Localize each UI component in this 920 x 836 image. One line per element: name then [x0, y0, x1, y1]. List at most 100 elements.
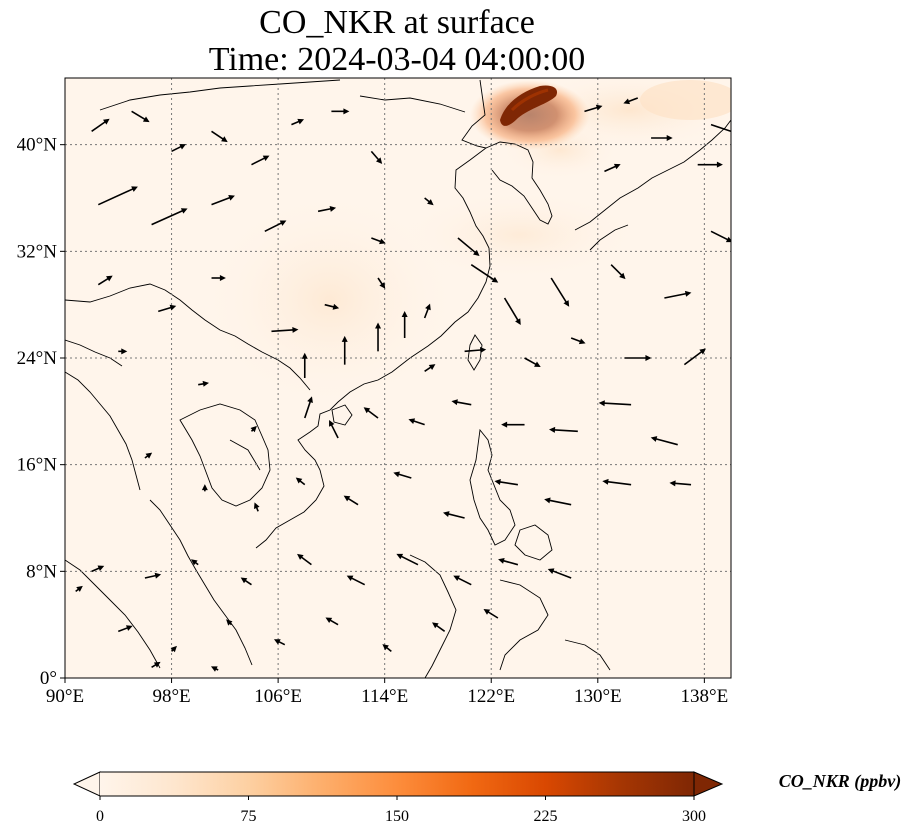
- wind-vector: [250, 425, 257, 433]
- title-line1: CO_NKR at surface: [259, 4, 535, 41]
- wind-vector: [253, 502, 260, 512]
- x-axis-ticks: 90°E 98°E 106°E 114°E 122°E 130°E 138°E: [46, 678, 728, 707]
- wind-vector: [325, 617, 339, 626]
- wind-vector: [211, 130, 228, 143]
- wind-vector: [651, 135, 673, 141]
- wind-vector: [191, 559, 199, 566]
- wind-vector: [443, 511, 465, 519]
- wind-vector: [598, 400, 632, 407]
- wind-vector: [131, 110, 150, 123]
- wind-vector: [371, 237, 386, 245]
- gridlines: [65, 78, 731, 678]
- wind-vector: [524, 357, 541, 367]
- x-tick-label: 106°E: [254, 686, 302, 707]
- wind-vector: [201, 484, 208, 492]
- wind-vector: [610, 264, 626, 280]
- wind-vector: [151, 661, 161, 669]
- wind-vector: [317, 205, 337, 213]
- wind-vector: [432, 622, 446, 632]
- wind-vector: [396, 553, 419, 566]
- wind-vector: [297, 553, 312, 566]
- x-tick-label: 98°E: [152, 686, 190, 707]
- wind-vector: [210, 666, 219, 672]
- wind-vector: [393, 471, 412, 479]
- wind-vector: [408, 418, 425, 426]
- wind-vector: [494, 479, 519, 486]
- co-hotspot-glow: [470, 80, 590, 150]
- wind-vector: [424, 197, 434, 206]
- wind-vector: [550, 277, 570, 307]
- wind-vector: [710, 230, 731, 243]
- wind-vector: [547, 568, 572, 579]
- colorbar-ticks: 0 75 150 225 300: [96, 796, 706, 825]
- y-tick-label: 32°N: [17, 241, 58, 262]
- y-tick-label: 0°: [40, 668, 57, 689]
- wind-vector: [301, 352, 308, 378]
- wind-vector: [211, 275, 226, 281]
- wind-vector: [377, 277, 386, 289]
- wind-vector: [226, 619, 233, 626]
- title-line2: Time: 2024-03-04 04:00:00: [209, 41, 586, 78]
- wind-vector: [211, 195, 235, 206]
- wind-vector: [483, 609, 499, 619]
- wind-vector: [343, 495, 359, 506]
- y-tick-label: 40°N: [17, 135, 58, 156]
- wind-vector: [158, 304, 177, 313]
- colorbar-tick-label: 75: [241, 808, 257, 825]
- wind-vector: [91, 118, 110, 132]
- wind-vector: [697, 161, 723, 168]
- wind-vector: [295, 477, 306, 486]
- wind-vector: [424, 364, 436, 372]
- colorbar: 0 75 150 225 300 CO_NKR (ppbv): [72, 771, 901, 825]
- y-tick-label: 8°N: [26, 561, 57, 582]
- map-panel: 90°E 98°E 106°E 114°E 122°E 130°E 138°E 0° 8°N 1…: [17, 77, 732, 707]
- wind-vector: [117, 625, 133, 633]
- wind-vector: [604, 163, 621, 173]
- wind-vector: [363, 407, 379, 419]
- wind-vector: [501, 421, 525, 428]
- wind-vector: [118, 348, 128, 355]
- colorbar-tick-label: 225: [534, 808, 558, 825]
- wind-vector: [151, 208, 188, 226]
- wind-vector: [240, 577, 252, 586]
- colorbar-tick-label: 0: [96, 808, 104, 825]
- wind-vector: [375, 322, 382, 352]
- wind-vector: [291, 118, 305, 126]
- wind-vector: [198, 380, 209, 387]
- wind-vector: [382, 644, 392, 652]
- wind-vector: [264, 220, 287, 233]
- x-tick-label: 114°E: [361, 686, 408, 707]
- wind-vector: [669, 480, 692, 487]
- x-tick-label: 122°E: [467, 686, 515, 707]
- wind-vector-field: [75, 97, 731, 672]
- wind-vector: [453, 575, 472, 586]
- wind-vector: [584, 104, 603, 113]
- x-tick-label: 138°E: [681, 686, 729, 707]
- wind-vector: [346, 575, 366, 586]
- wind-vector: [503, 297, 521, 325]
- wind-vector: [331, 108, 350, 115]
- co-hotspot: [500, 85, 558, 126]
- colorbar-extend-low: [72, 771, 101, 797]
- wind-vector: [329, 420, 339, 439]
- x-tick-label: 130°E: [574, 686, 622, 707]
- wind-vector: [451, 399, 472, 406]
- wind-vector: [470, 264, 499, 283]
- wind-vector: [423, 303, 431, 319]
- wind-vector: [570, 337, 586, 345]
- colorbar-tick-label: 150: [385, 808, 409, 825]
- wind-vector: [498, 557, 519, 566]
- wind-vector: [457, 237, 480, 256]
- x-tick-label: 90°E: [46, 686, 84, 707]
- y-tick-label: 16°N: [17, 455, 58, 476]
- map-frame: [64, 77, 732, 679]
- wind-vector: [602, 478, 632, 486]
- wind-vector: [91, 565, 105, 573]
- concentration-field: [200, 78, 731, 410]
- wind-vector: [664, 290, 692, 299]
- wind-vector: [170, 645, 177, 653]
- wind-vector: [683, 348, 706, 366]
- wind-vector: [549, 426, 578, 433]
- wind-vector: [75, 585, 83, 592]
- wind-vector: [624, 355, 652, 361]
